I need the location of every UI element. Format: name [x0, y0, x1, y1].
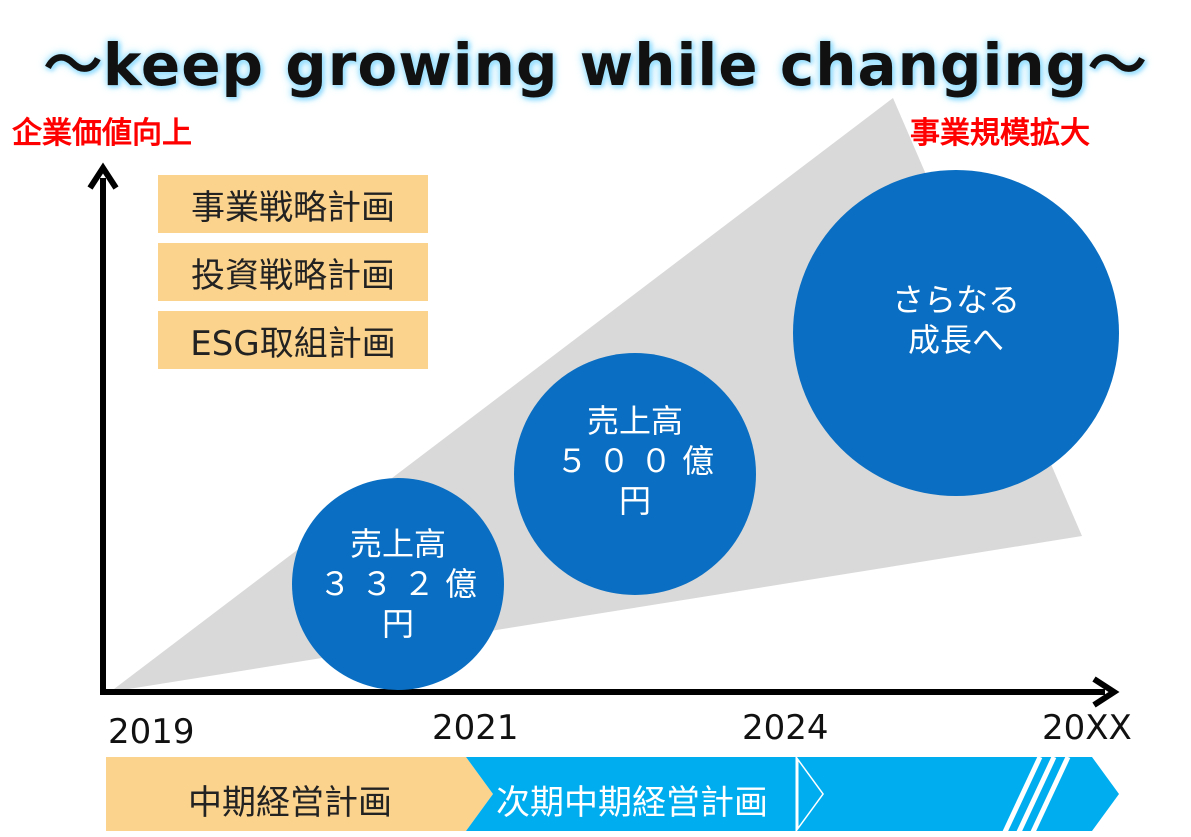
plan-box-esg: ESG取組計画: [158, 311, 428, 369]
x-axis-arrowhead: [1092, 676, 1120, 708]
further-growth-circle: さらなる 成長へ: [793, 170, 1119, 496]
year-label-2024: 2024: [742, 708, 829, 748]
circle-line: 売上高: [349, 525, 446, 563]
year-label-20xx: 20XX: [1042, 708, 1132, 748]
break-mark: [1001, 755, 1043, 836]
year-label-2019: 2019: [108, 712, 195, 752]
circle-line: 円: [618, 482, 651, 520]
phase-future-arrow: [797, 757, 1119, 831]
year-label-2021: 2021: [432, 708, 519, 748]
sales-circle-2021: 売上高 ３３２億 円: [292, 478, 504, 690]
circle-line: 円: [381, 605, 414, 643]
phase-current-label: 中期経営計画: [188, 783, 392, 823]
y-axis-label: 企業価値向上: [12, 116, 192, 151]
circle-line: 成長へ: [907, 321, 1004, 359]
circle-line: ３３２億: [318, 565, 487, 603]
plan-box-investment-strategy: 投資戦略計画: [158, 243, 428, 301]
phase-next-arrow: [466, 757, 824, 831]
plan-box-business-strategy: 事業戦略計画: [158, 175, 428, 233]
break-mark: [1029, 755, 1071, 836]
phase-next-label: 次期中期経営計画: [496, 783, 768, 823]
scale-expansion-label: 事業規模拡大: [910, 116, 1090, 151]
break-mark: [1015, 755, 1057, 836]
sales-circle-2024: 売上高 ５００億 円: [514, 353, 756, 595]
phase-current-arrow: [106, 757, 493, 831]
circle-line: さらなる: [891, 281, 1020, 319]
y-axis-arrowhead: [87, 162, 119, 190]
page-title: ～keep growing while changing～: [43, 31, 1148, 99]
circle-line: 売上高: [586, 402, 683, 440]
circle-line: ５００億: [555, 442, 724, 480]
